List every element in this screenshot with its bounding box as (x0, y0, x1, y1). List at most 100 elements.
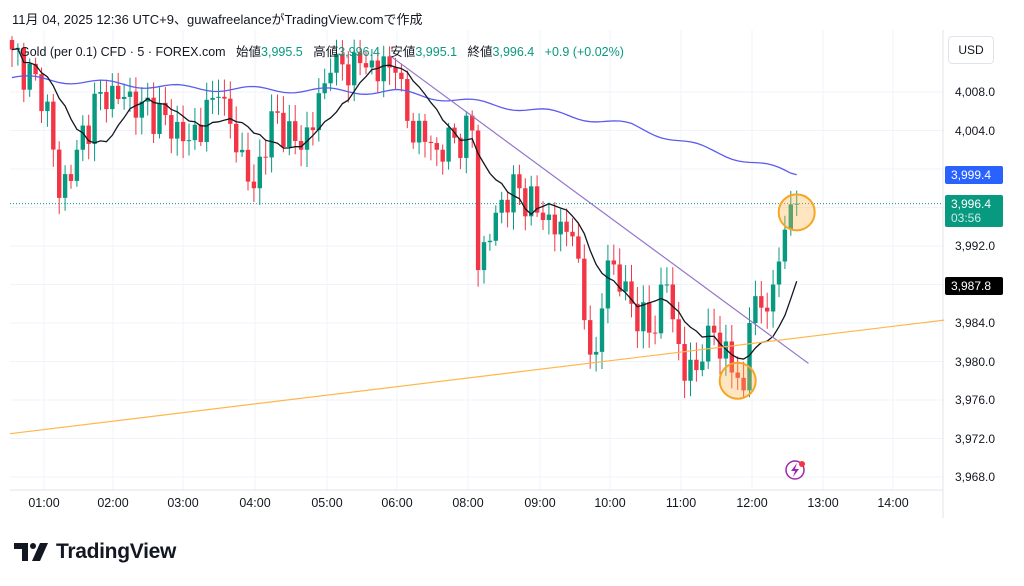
candle-body (204, 99, 209, 143)
candle-body (741, 377, 746, 391)
candle-body (281, 112, 286, 147)
candle-body (552, 214, 557, 235)
candle-body (110, 85, 115, 110)
candle-body (68, 174, 74, 181)
candle-body (74, 149, 80, 181)
candle-body (180, 121, 186, 142)
candle-body (582, 258, 587, 321)
candle-body (747, 323, 752, 391)
time-label: 09:00 (524, 496, 556, 510)
highlight-circle (777, 193, 816, 232)
downtrend-line (389, 54, 809, 364)
candle-body (434, 143, 439, 150)
candle-body (310, 127, 316, 131)
price-label: 3,968.0 (955, 470, 996, 484)
candle-body (688, 359, 693, 381)
candle-body (334, 53, 339, 73)
candle-body (263, 156, 268, 158)
candle-body (652, 332, 658, 334)
candle-body (611, 260, 616, 265)
candle-body (27, 63, 32, 90)
candle-body (381, 56, 386, 82)
price-label: 3,972.0 (955, 431, 996, 446)
candle-body (357, 52, 363, 64)
price-label: 4,008.0 (955, 85, 996, 99)
candle-body (98, 92, 103, 94)
candle-body (163, 102, 168, 116)
candle-body (39, 74, 44, 112)
candle-body (593, 351, 599, 355)
last-price: 3,996.4 (951, 196, 992, 211)
candle-body (546, 214, 552, 221)
candle-body (145, 97, 150, 102)
candle-body (228, 98, 233, 124)
time-label: 01:00 (28, 496, 60, 510)
candle-body (80, 125, 85, 150)
candle-body (251, 181, 257, 189)
ma-long-line (11, 75, 797, 176)
candle-body (86, 125, 91, 144)
candle-body (706, 325, 711, 362)
candle-body (62, 174, 68, 198)
candle-body (717, 332, 723, 359)
time-label: 12:00 (736, 496, 768, 510)
candle-body (104, 92, 109, 110)
candle-body (517, 174, 522, 189)
candle-body (570, 231, 575, 237)
lightning-icon (785, 460, 805, 480)
close-value: 3,996.4 (492, 45, 535, 59)
candle-body (765, 307, 770, 312)
candle-body (458, 137, 463, 158)
candle-body (422, 120, 428, 142)
time-label: 04:00 (239, 496, 271, 510)
open-value: 3,995.5 (261, 45, 303, 59)
candle-body (647, 302, 652, 333)
symbol-legend: Gold (per 0.1) CFD · 5 · FOREX.com 始値3,9… (20, 41, 624, 60)
candle-body (393, 67, 398, 73)
candle-body (287, 121, 292, 147)
candle-body (352, 52, 357, 86)
currency-button[interactable]: USD (948, 36, 994, 64)
lightning-icon-bolt (791, 463, 799, 477)
candle-body (198, 124, 203, 143)
candle-body (192, 124, 198, 141)
candle-body (629, 281, 634, 304)
candle-body (216, 96, 221, 98)
candle-body (782, 229, 788, 262)
candle-body (416, 120, 422, 143)
candle-body (499, 199, 504, 213)
candle-body (605, 260, 611, 309)
candle-body (411, 120, 416, 143)
candle-body (770, 284, 776, 312)
candle-body (387, 56, 392, 68)
tradingview-logo: TradingView (14, 540, 176, 564)
time-label: 13:00 (807, 496, 839, 510)
candle-body (175, 121, 180, 139)
candle-body (487, 240, 493, 243)
candle-body (269, 111, 274, 158)
candle-body (127, 91, 133, 97)
candle-body (21, 47, 26, 90)
candle-body (340, 53, 345, 65)
close-label: 終値 (467, 45, 493, 59)
candle-body (558, 221, 563, 235)
candle-body (776, 261, 782, 285)
candle-body (428, 141, 434, 144)
ma-short-line (11, 48, 798, 360)
candle-body (658, 284, 664, 334)
candle-body (316, 93, 321, 131)
candle-body (617, 264, 622, 292)
candle-body (440, 149, 445, 162)
symbol-name[interactable]: Gold (per 0.1) CFD · 5 · FOREX.com (20, 45, 226, 59)
ma-long-badge: 3,999.4 (945, 165, 1003, 184)
high-label: 高値 (313, 45, 339, 59)
candle-body (304, 127, 310, 150)
tradingview-logo-icon (14, 543, 48, 561)
candle-body (753, 296, 758, 323)
time-label: 11:00 (665, 496, 697, 510)
price-label: 3,976.0 (955, 393, 996, 407)
candle-body (328, 72, 333, 84)
candle-body (540, 212, 546, 221)
candle-body (92, 93, 97, 144)
